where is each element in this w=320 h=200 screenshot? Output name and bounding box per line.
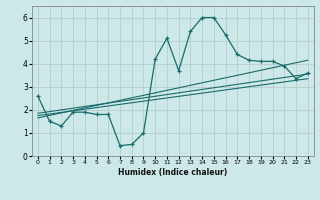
X-axis label: Humidex (Indice chaleur): Humidex (Indice chaleur) [118,168,228,177]
